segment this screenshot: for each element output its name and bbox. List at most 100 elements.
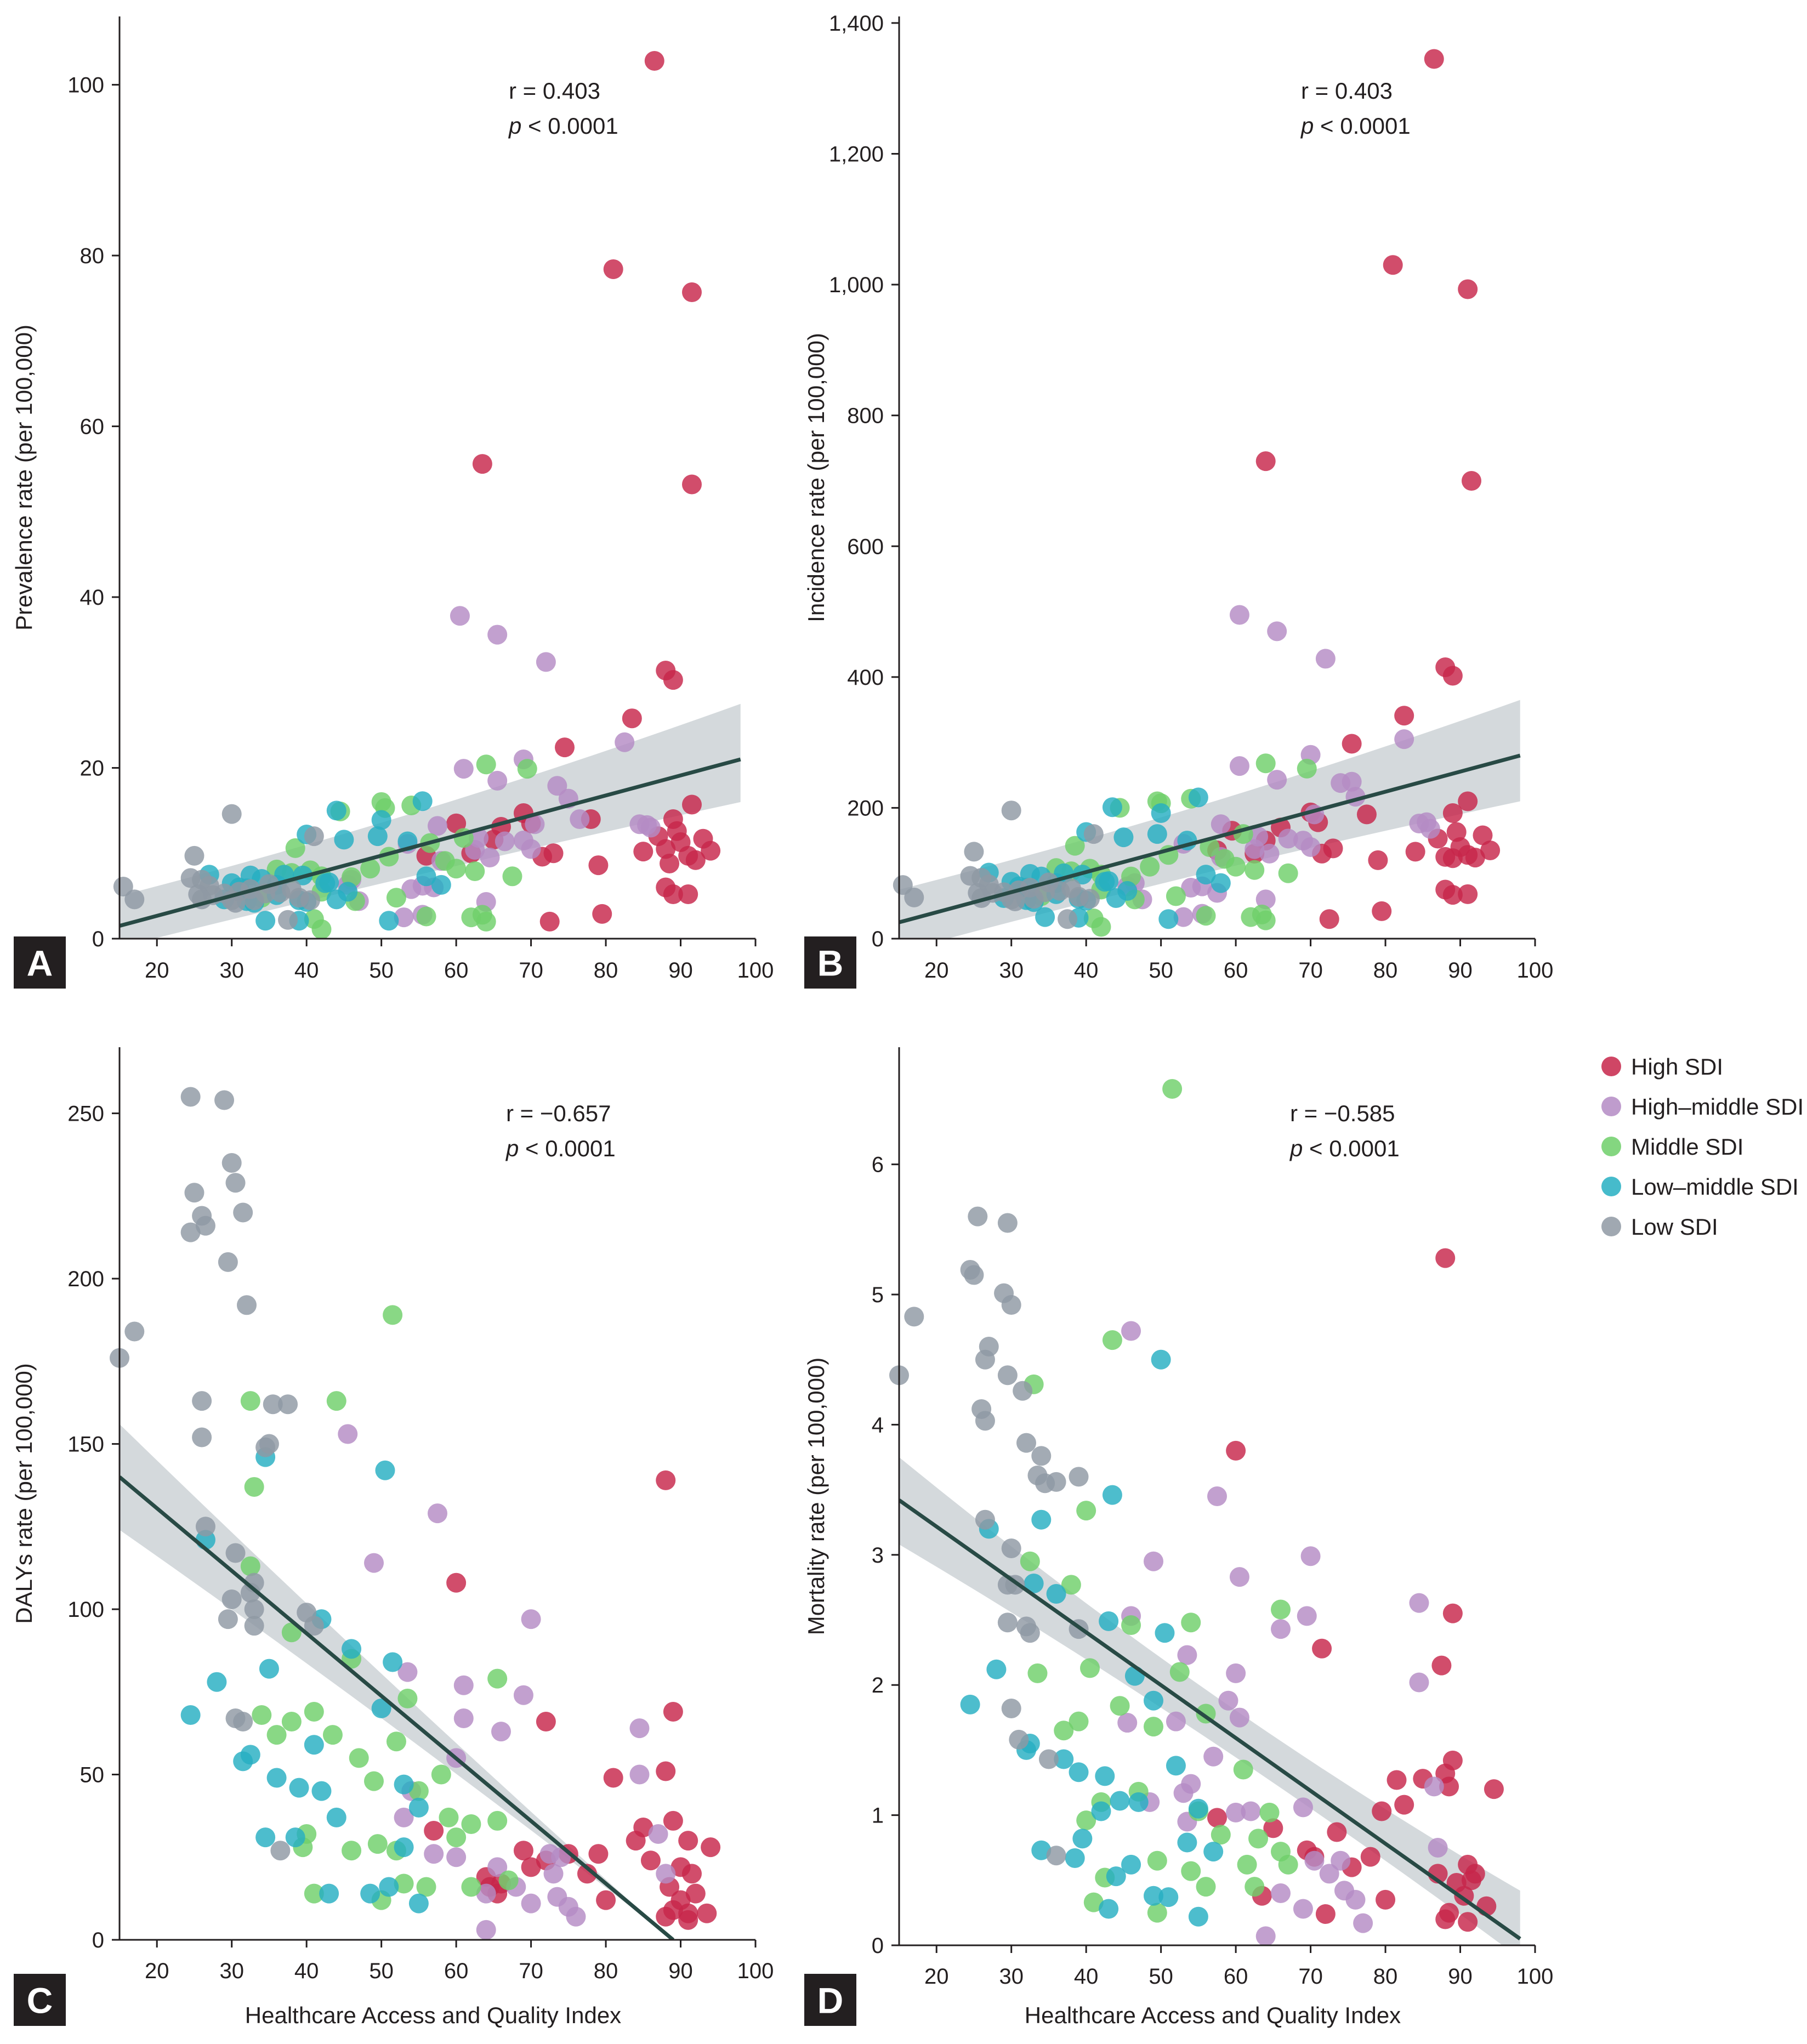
data-point — [397, 1662, 418, 1682]
data-point — [1080, 1658, 1100, 1678]
data-point — [1177, 1645, 1197, 1665]
data-point — [656, 1864, 676, 1884]
data-point — [394, 907, 414, 928]
y-tick-label: 0 — [872, 1934, 884, 1958]
data-point — [1315, 1904, 1336, 1924]
data-point — [319, 1883, 339, 1904]
y-tick-label: 800 — [847, 404, 884, 428]
data-point — [1271, 1619, 1291, 1639]
data-point — [1442, 885, 1463, 905]
data-point — [521, 1857, 541, 1877]
panel-label-box — [804, 1974, 856, 2026]
data-point — [682, 1864, 702, 1884]
data-point — [304, 1616, 324, 1636]
data-point — [487, 1668, 508, 1689]
data-point — [461, 1814, 481, 1834]
data-point — [1173, 1783, 1194, 1803]
data-point — [450, 606, 470, 626]
data-point — [1046, 1846, 1066, 1866]
data-point — [1099, 1611, 1119, 1631]
data-point — [626, 1831, 646, 1851]
data-point — [1245, 860, 1265, 880]
data-point — [255, 1437, 276, 1457]
data-point — [1069, 1467, 1089, 1487]
x-tick-label: 20 — [924, 958, 949, 983]
data-point — [465, 861, 485, 881]
data-point — [1166, 886, 1186, 906]
data-point — [1196, 865, 1216, 885]
data-point — [1428, 1837, 1448, 1858]
panel-label: C — [27, 1980, 53, 2021]
data-point — [1218, 1690, 1238, 1711]
data-point — [113, 876, 133, 896]
data-point — [225, 1173, 246, 1193]
p-symbol: p — [1289, 1135, 1303, 1161]
data-point — [1458, 791, 1478, 811]
data-point — [214, 1090, 235, 1110]
data-point — [1038, 1749, 1059, 1769]
data-point — [1031, 1509, 1052, 1530]
data-point — [1394, 1795, 1414, 1815]
data-point — [480, 848, 500, 868]
data-point — [1293, 1899, 1313, 1919]
data-point — [1106, 1866, 1126, 1887]
data-point — [964, 1265, 984, 1285]
data-point — [431, 875, 451, 895]
data-point — [225, 1543, 246, 1563]
data-point — [1229, 1567, 1249, 1587]
data-point — [622, 708, 642, 729]
data-point — [192, 1391, 212, 1411]
data-point — [221, 804, 242, 824]
data-point — [342, 1639, 362, 1659]
panel-label-box — [14, 936, 66, 989]
p-value: p < 0.0001 — [1289, 1135, 1400, 1161]
data-point — [304, 909, 324, 929]
data-point — [1031, 1446, 1052, 1466]
x-tick-label: 30 — [999, 1964, 1024, 1989]
data-point — [1024, 1574, 1044, 1594]
y-tick-label: 4 — [872, 1413, 884, 1437]
x-tick-label: 40 — [294, 1959, 319, 1983]
data-point — [1480, 840, 1501, 860]
y-tick-label: 50 — [80, 1763, 105, 1787]
data-point — [1442, 803, 1463, 823]
confidence-band — [120, 1424, 673, 1940]
data-point — [1342, 734, 1362, 754]
data-point — [240, 1556, 260, 1576]
regression-line — [120, 757, 741, 928]
y-axis-title: Prevalence rate (per 100,000) — [11, 325, 37, 631]
data-point — [428, 1503, 447, 1524]
data-point — [498, 1870, 519, 1890]
data-point — [304, 1883, 324, 1904]
data-point — [1117, 1713, 1138, 1733]
data-point — [476, 754, 496, 775]
data-point — [446, 1572, 467, 1593]
data-point — [678, 884, 698, 905]
data-point — [640, 1850, 661, 1871]
data-point — [1144, 1690, 1163, 1711]
y-tick-label: 400 — [847, 666, 884, 690]
p-value: p < 0.0001 — [508, 113, 618, 139]
data-point — [1226, 1663, 1246, 1683]
panel-label: D — [817, 1980, 844, 2021]
data-point — [685, 850, 706, 870]
y-tick-label: 200 — [67, 1267, 104, 1291]
data-point — [1144, 1717, 1163, 1737]
data-point — [1147, 1850, 1167, 1871]
data-point — [326, 800, 346, 821]
series-low-sdi — [889, 1206, 1089, 1866]
data-point — [375, 1460, 395, 1480]
series-middle-sdi — [1020, 1078, 1298, 1923]
data-point — [1091, 1801, 1111, 1821]
y-tick-label: 200 — [847, 796, 884, 820]
data-point — [1248, 1829, 1269, 1849]
data-point — [1420, 819, 1440, 839]
data-point — [1241, 1801, 1261, 1821]
x-tick-label: 100 — [1517, 958, 1554, 983]
data-point — [603, 259, 623, 279]
data-point — [1054, 1721, 1074, 1741]
data-point — [1102, 1330, 1122, 1350]
legend-swatch — [1601, 1097, 1621, 1116]
y-tick-label: 20 — [80, 757, 105, 781]
data-point — [1203, 1842, 1224, 1862]
